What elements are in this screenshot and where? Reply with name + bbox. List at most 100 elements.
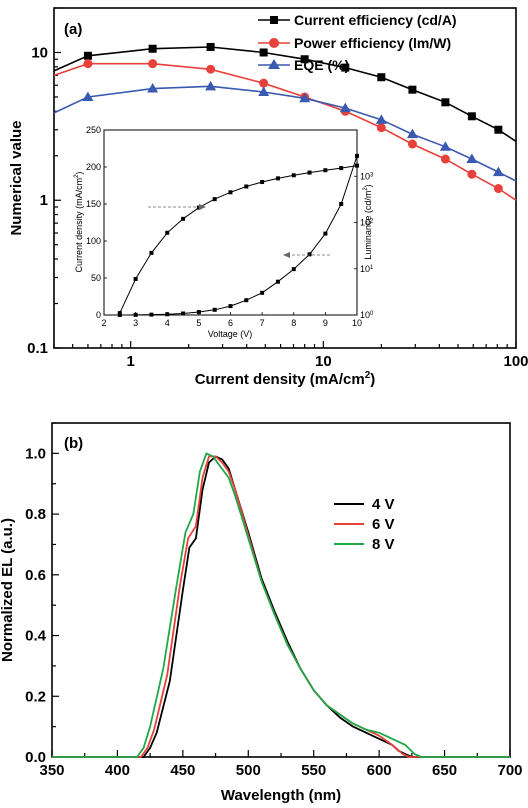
inset-point: [275, 279, 280, 284]
current-efficiency-point: [206, 42, 215, 51]
panel-b-x-tick-label: 550: [301, 762, 326, 779]
eqe-point: [82, 91, 94, 101]
inset-point: [355, 153, 359, 158]
eqe-point: [439, 141, 451, 151]
legend-marker-power-efficiency: [269, 38, 279, 48]
inset-point: [291, 173, 296, 178]
legend-label-8v: 8 V: [372, 536, 395, 553]
inset-ylabel-right: Luminance (cd/m2): [363, 184, 373, 259]
inset-ylabel-left-end: ): [74, 172, 84, 175]
panel-b-spectrum-0: [52, 455, 510, 758]
panel-b-chart: (b) 350 400 450 500 550 600 650 700 0.0 0.2 0.4 0.6…: [0, 422, 523, 804]
panel-b-spectrum-1: [52, 455, 510, 758]
panel-a-x-tick-label: 1: [126, 353, 134, 370]
inset-point: [291, 267, 296, 272]
inset-point: [212, 307, 217, 312]
inset-x-tick-label: 6: [228, 318, 233, 328]
panel-b-x-tick-label: 500: [236, 762, 261, 779]
panel-b-y-tick-label: 1.0: [25, 445, 46, 462]
power-efficiency-point: [493, 184, 503, 194]
legend-label-4v: 4 V: [372, 496, 395, 513]
inset-point: [307, 170, 312, 175]
inset-x-tick-label: 5: [196, 318, 201, 328]
panel-b-spectrum-2: [52, 452, 510, 758]
panel-b-label: (b): [64, 435, 83, 452]
current-efficiency-point: [83, 51, 92, 60]
legend-marker-eqe: [268, 59, 280, 69]
panel-a-xlabel-end: ): [370, 371, 375, 388]
inset-ylabel-right-superscript: 2: [363, 187, 369, 191]
inset-y-left-tick-label: 150: [86, 199, 101, 209]
inset-arrow-right-axis: [283, 252, 330, 258]
panel-a-x-tick-label: 10: [315, 353, 332, 370]
panel-b-x-tick-label: 700: [497, 762, 522, 779]
legend-label-6v: 6 V: [372, 516, 395, 533]
panel-a-label: (a): [64, 21, 82, 38]
inset-point: [149, 312, 154, 317]
legend-label-current-efficiency: Current efficiency (cd/A): [294, 12, 457, 28]
panel-b-legend: 4 V 6 V 8 V: [334, 496, 395, 553]
inset-point: [228, 304, 233, 309]
inset-arrow-left-axis: [148, 204, 206, 210]
power-efficiency-point: [467, 169, 477, 179]
inset-ylabel-right-end: ): [363, 184, 373, 187]
inset-point: [323, 231, 328, 236]
panel-b-y-tick-label: 0.2: [25, 688, 46, 705]
panel-b-x-tick-label: 450: [170, 762, 195, 779]
eqe-point: [258, 86, 270, 97]
panel-a-y-tick-label: 1: [40, 192, 48, 209]
power-efficiency-point: [83, 59, 93, 69]
current-efficiency-point: [441, 98, 450, 107]
inset-point: [149, 250, 154, 255]
panel-a-series-line-0: [53, 46, 517, 143]
panel-a-plot-frame: [53, 7, 517, 349]
panel-a-series: [53, 42, 517, 201]
panel-b-series: [52, 452, 510, 758]
panel-a-y-tick-label: 10: [31, 44, 48, 61]
panel-b-plot-frame: [51, 422, 511, 758]
inset-point: [212, 197, 217, 202]
inset-y-right-tick-label: 102: [360, 218, 374, 228]
eqe-point: [466, 153, 478, 164]
panel-b-y-tick-label: 0.8: [25, 506, 46, 523]
panel-a-y-tick-label: 0.1: [27, 340, 48, 357]
inset-x-tick-label: 3: [133, 318, 138, 328]
power-efficiency-point: [376, 123, 386, 133]
inset-point: [244, 184, 249, 189]
inset-x-tick-label: 8: [291, 318, 296, 328]
inset-x-tick-label: 7: [260, 318, 265, 328]
inset-ylabel-left: Current density (mA/cm2): [74, 172, 84, 273]
panel-b-y-tick-label: 0.6: [25, 567, 46, 584]
panel-b-y-tick-label: 0.4: [25, 628, 47, 645]
current-efficiency-point: [408, 85, 417, 94]
inset-x-tick-label: 4: [165, 318, 170, 328]
inset-point: [260, 290, 265, 295]
inset-point: [275, 176, 280, 181]
eqe-point: [339, 102, 351, 113]
inset-point: [181, 311, 186, 316]
inset-point: [260, 180, 265, 185]
inset-point: [228, 190, 233, 195]
eqe-point: [406, 128, 418, 139]
inset-ylabel-left-superscript: 2: [74, 174, 80, 178]
current-efficiency-point: [494, 125, 503, 134]
inset-point: [323, 168, 328, 173]
panel-a-xlabel: Current density (mA/cm2): [195, 370, 376, 388]
current-efficiency-point: [300, 55, 309, 64]
inset-x-tick-label: 2: [101, 318, 106, 328]
legend-label-eqe: EQE (%): [294, 57, 349, 73]
inset-point: [133, 277, 138, 282]
panel-b-ylabel: Normalized EL (a.u.): [0, 518, 16, 662]
panel-b-x-tick-label: 350: [39, 762, 64, 779]
eqe-point: [205, 80, 217, 91]
inset-y-left-tick-label: 0: [96, 310, 101, 320]
current-efficiency-point: [377, 73, 386, 82]
power-efficiency-point: [440, 154, 450, 164]
current-efficiency-point: [148, 44, 157, 53]
eqe-point: [375, 114, 387, 124]
legend-marker-current-efficiency: [270, 16, 278, 24]
eqe-point: [147, 83, 159, 93]
panel-b-xlabel: Wavelength (nm): [221, 787, 341, 804]
